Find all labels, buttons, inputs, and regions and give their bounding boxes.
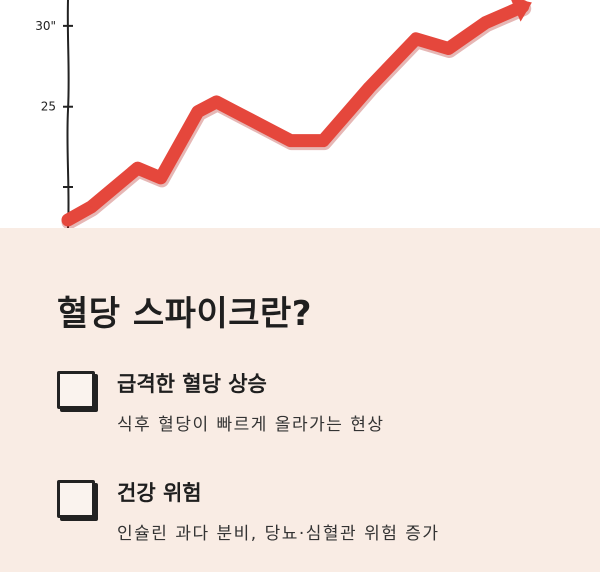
chart-area: 30" 25 [0,0,600,228]
y-axis-line [66,0,70,228]
data-point [322,139,325,142]
data-point [196,110,199,113]
panel-title: 혈당 스파이크란? [57,294,313,334]
y-tick-label: 25 [41,100,56,114]
arrow-head-icon [511,0,532,22]
checklist-item-health-risk: 건강 위험 인슐린 과다 분비, 당뇨·심혈관 위험 증가 [57,477,577,567]
data-point [447,47,450,50]
item-description: 식후 혈당이 빠르게 올라가는 현상 [117,415,385,435]
y-tick-label: 30" [35,19,56,33]
item-description: 인슐린 과다 분비, 당뇨·심혈관 위험 증가 [117,524,440,544]
data-point [234,110,237,113]
checkbox[interactable] [57,480,95,518]
data-point [415,37,417,40]
data-point [289,139,292,142]
checklist-item-spike: 급격한 혈당 상승 식후 혈당이 빠르게 올라가는 현상 [57,368,577,458]
series-line [61,0,530,227]
checkbox[interactable] [57,371,95,409]
data-point [215,100,218,103]
data-point [484,21,487,24]
data-point [159,176,162,179]
line-chart: 30" 25 [35,0,532,228]
item-heading: 건강 위험 [117,481,202,505]
data-point [136,167,139,170]
data-point [90,205,93,208]
info-panel: 혈당 스파이크란? 급격한 혈당 상승 식후 혈당이 빠르게 올라가는 현상 건… [0,228,600,572]
data-point [67,218,69,221]
data-point [368,86,371,89]
item-heading: 급격한 혈당 상승 [117,372,267,396]
